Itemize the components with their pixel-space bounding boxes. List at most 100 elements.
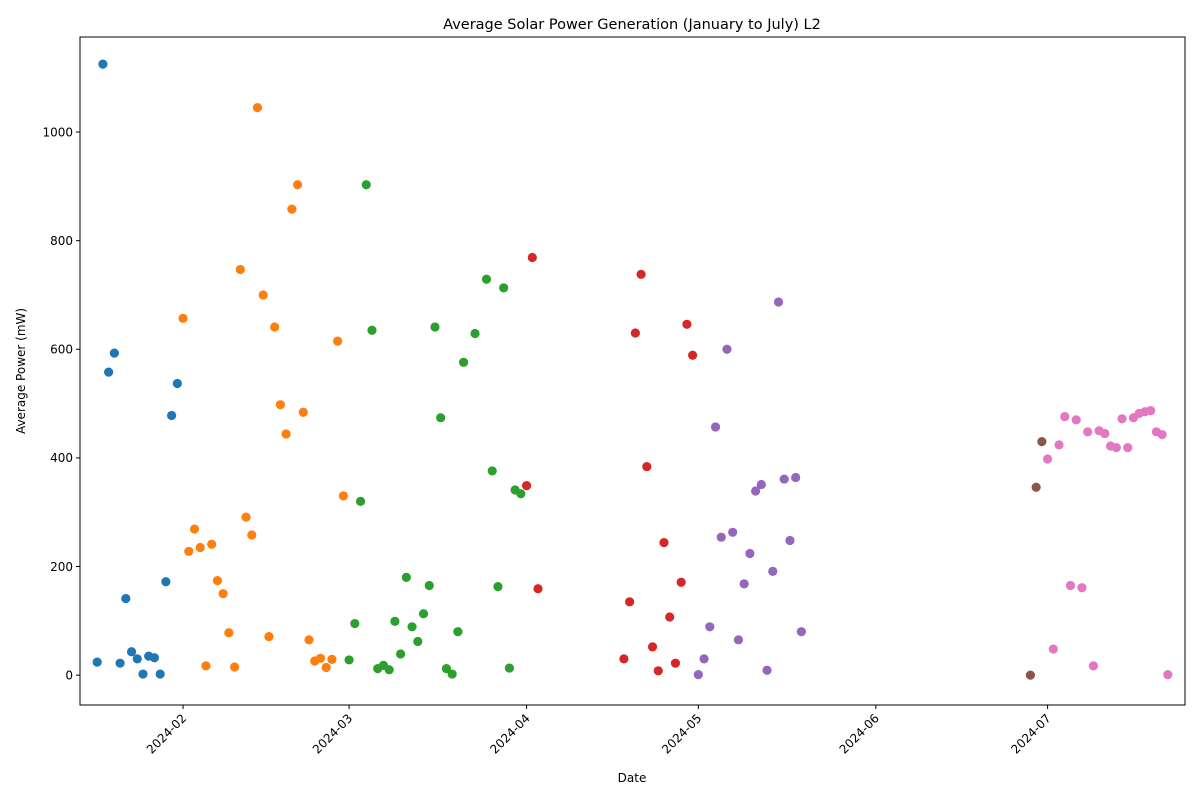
data-point: [287, 204, 297, 214]
data-point: [121, 593, 131, 604]
data-point: [665, 612, 675, 622]
data-point: [751, 486, 761, 496]
data-point: [132, 654, 142, 664]
data-point: [659, 538, 669, 548]
data-point: [424, 580, 434, 591]
data-point: [195, 542, 205, 553]
data-point: [396, 649, 406, 659]
data-point: [504, 663, 514, 673]
data-point: [1146, 406, 1156, 416]
data-point: [361, 180, 371, 190]
y-axis-label: Average Power (mW): [14, 308, 28, 434]
data-point: [653, 666, 663, 676]
data-point: [1163, 669, 1173, 680]
y-tick-label: 600: [50, 343, 73, 357]
data-point: [1111, 442, 1121, 453]
y-axis-ticks: 0 200 400 600 800 1000: [42, 125, 80, 682]
data-point: [126, 647, 137, 657]
data-point: [1025, 670, 1036, 680]
data-point: [1054, 440, 1064, 450]
data-point: [338, 491, 348, 501]
data-point: [436, 413, 446, 423]
data-point: [773, 297, 784, 307]
data-point: [1031, 482, 1041, 492]
points-layer: [92, 59, 1173, 680]
data-point: [1065, 580, 1076, 591]
data-point: [104, 367, 114, 377]
data-point: [344, 655, 354, 665]
data-point: [418, 609, 429, 619]
data-point: [189, 524, 200, 534]
y-tick-label: 1000: [42, 125, 73, 139]
data-point: [109, 348, 119, 358]
data-point: [630, 328, 640, 338]
data-point: [533, 584, 543, 594]
data-point: [768, 566, 778, 577]
data-point: [1083, 427, 1093, 437]
data-point: [264, 631, 274, 642]
data-point: [350, 618, 360, 629]
data-point: [178, 313, 188, 323]
data-point: [647, 642, 658, 652]
data-point: [441, 664, 452, 674]
data-point: [407, 622, 417, 632]
data-point: [281, 429, 291, 439]
data-point: [1088, 661, 1098, 671]
data-point: [161, 577, 171, 587]
data-point: [1037, 437, 1047, 447]
data-point: [1060, 412, 1070, 422]
data-point: [688, 350, 698, 360]
data-point: [275, 400, 285, 410]
data-point: [470, 328, 480, 339]
data-point: [367, 325, 377, 335]
data-point: [487, 466, 497, 476]
data-point: [235, 264, 245, 275]
data-point: [1123, 442, 1133, 453]
data-point: [527, 252, 537, 263]
data-point: [321, 662, 331, 673]
data-point: [172, 378, 182, 389]
data-point: [138, 669, 148, 679]
data-point: [676, 577, 686, 587]
data-point: [184, 546, 194, 556]
data-point: [453, 627, 463, 637]
data-point: [167, 410, 177, 421]
data-point: [98, 59, 108, 69]
plot-frame: [79, 36, 1186, 706]
data-point: [447, 669, 457, 679]
data-point: [413, 636, 423, 647]
data-point: [115, 658, 125, 668]
data-point: [292, 180, 303, 190]
data-point: [1157, 429, 1167, 440]
data-point: [252, 103, 263, 113]
data-point: [218, 589, 228, 599]
data-point: [315, 653, 326, 663]
data-point: [229, 662, 240, 672]
data-point: [493, 582, 503, 592]
x-axis-label: Date: [618, 771, 647, 785]
data-point: [499, 283, 509, 293]
data-point: [785, 535, 795, 546]
data-point: [384, 665, 394, 675]
data-point: [796, 627, 807, 637]
data-point: [619, 654, 629, 664]
data-point: [155, 669, 165, 679]
data-point: [625, 597, 635, 607]
data-point: [642, 461, 652, 472]
data-point: [1077, 583, 1087, 593]
data-point: [728, 527, 738, 537]
data-point: [710, 422, 721, 432]
data-point: [298, 407, 308, 417]
data-point: [699, 654, 709, 664]
data-point: [212, 576, 223, 586]
data-point: [722, 344, 732, 354]
y-tick-label: 200: [50, 560, 73, 574]
data-point: [1042, 454, 1053, 464]
data-point: [201, 661, 211, 671]
data-point: [241, 512, 251, 522]
data-point: [333, 336, 343, 346]
data-point: [1100, 428, 1110, 439]
data-point: [1071, 415, 1081, 425]
